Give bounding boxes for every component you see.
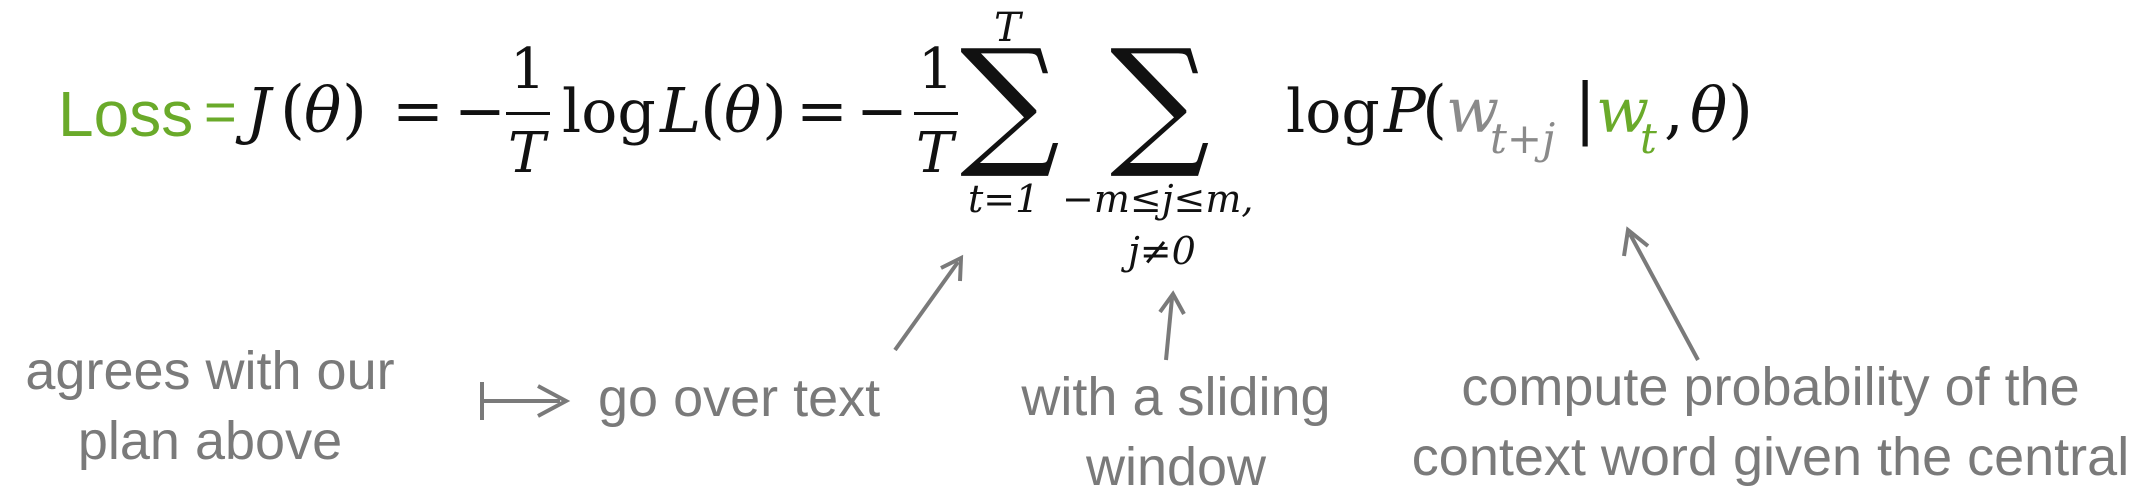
loss-equals: =	[204, 80, 237, 143]
theta-3: θ	[1690, 74, 1728, 147]
equals-2: =	[796, 74, 848, 147]
minus-1: −	[454, 74, 506, 147]
note-sliding-line-1: with a sliding	[1021, 367, 1331, 427]
paren-close-1: )	[342, 73, 367, 147]
fraction-2-bar	[914, 112, 958, 115]
paren-open-3: (	[1422, 73, 1447, 147]
note-agrees-line-1: agrees with our	[25, 341, 395, 401]
paren-open-2: (	[700, 73, 725, 147]
paren-open-1: (	[280, 73, 305, 147]
note-sliding-line-2: window	[1085, 437, 1267, 498]
fraction-2-denominator: T	[916, 121, 954, 186]
note-sliding-window: with a sliding window	[1006, 362, 1346, 502]
fraction-1-denominator: T	[508, 121, 546, 186]
sum-1-symbol: ∑	[960, 20, 1060, 183]
log-1: log	[562, 77, 656, 147]
note-agrees-line-2: plan above	[77, 411, 343, 472]
central-word-w: w	[1596, 74, 1650, 147]
log-2: log	[1286, 77, 1380, 147]
sum-2-symbol: ∑	[1110, 20, 1210, 183]
sum-1-upper-limit: T	[994, 5, 1021, 51]
note-compute-probability: compute probability of the context word …	[1400, 352, 2141, 492]
sum-2-lower-limit-line-1: −m≤j≤m,	[1062, 177, 1254, 221]
sum-2-lower-limit-line-2: j≠0	[1128, 229, 1196, 273]
arrow-compute-probability	[1622, 226, 1700, 361]
arrow-sliding-window	[1158, 290, 1186, 361]
fraction-1-bar	[506, 112, 550, 115]
p-symbol: P	[1384, 74, 1426, 147]
loss-label: Loss	[58, 78, 194, 150]
note-compute-line-2: context word given the central	[1411, 427, 2130, 488]
note-agrees-with-plan: agrees with our plan above	[0, 336, 420, 476]
note-go-over-text: go over text	[598, 368, 881, 428]
theta-2: θ	[724, 74, 762, 147]
paren-close-2: )	[762, 73, 787, 147]
conditional-bar: |	[1574, 70, 1597, 147]
paren-close-3: )	[1728, 73, 1753, 147]
comma: ,	[1664, 74, 1684, 147]
fraction-2-numerator: 1	[918, 37, 954, 102]
l-symbol: L	[660, 74, 702, 147]
theta-1: θ	[304, 74, 342, 147]
equals-1: =	[392, 74, 444, 147]
j-symbol: J	[246, 74, 271, 147]
sum-1-lower-limit: t=1	[968, 177, 1040, 221]
arrow-go-over-text	[893, 254, 964, 352]
central-word-subscript: t	[1640, 114, 1657, 163]
fraction-1-numerator: 1	[510, 37, 546, 102]
maps-to-arrow	[480, 382, 571, 420]
minus-2: −	[856, 74, 908, 147]
annotation-arrows	[480, 226, 1700, 420]
context-word-w: w	[1446, 74, 1500, 147]
note-compute-line-1: compute probability of the	[1461, 357, 2080, 417]
context-word-subscript: t+j	[1490, 114, 1556, 163]
